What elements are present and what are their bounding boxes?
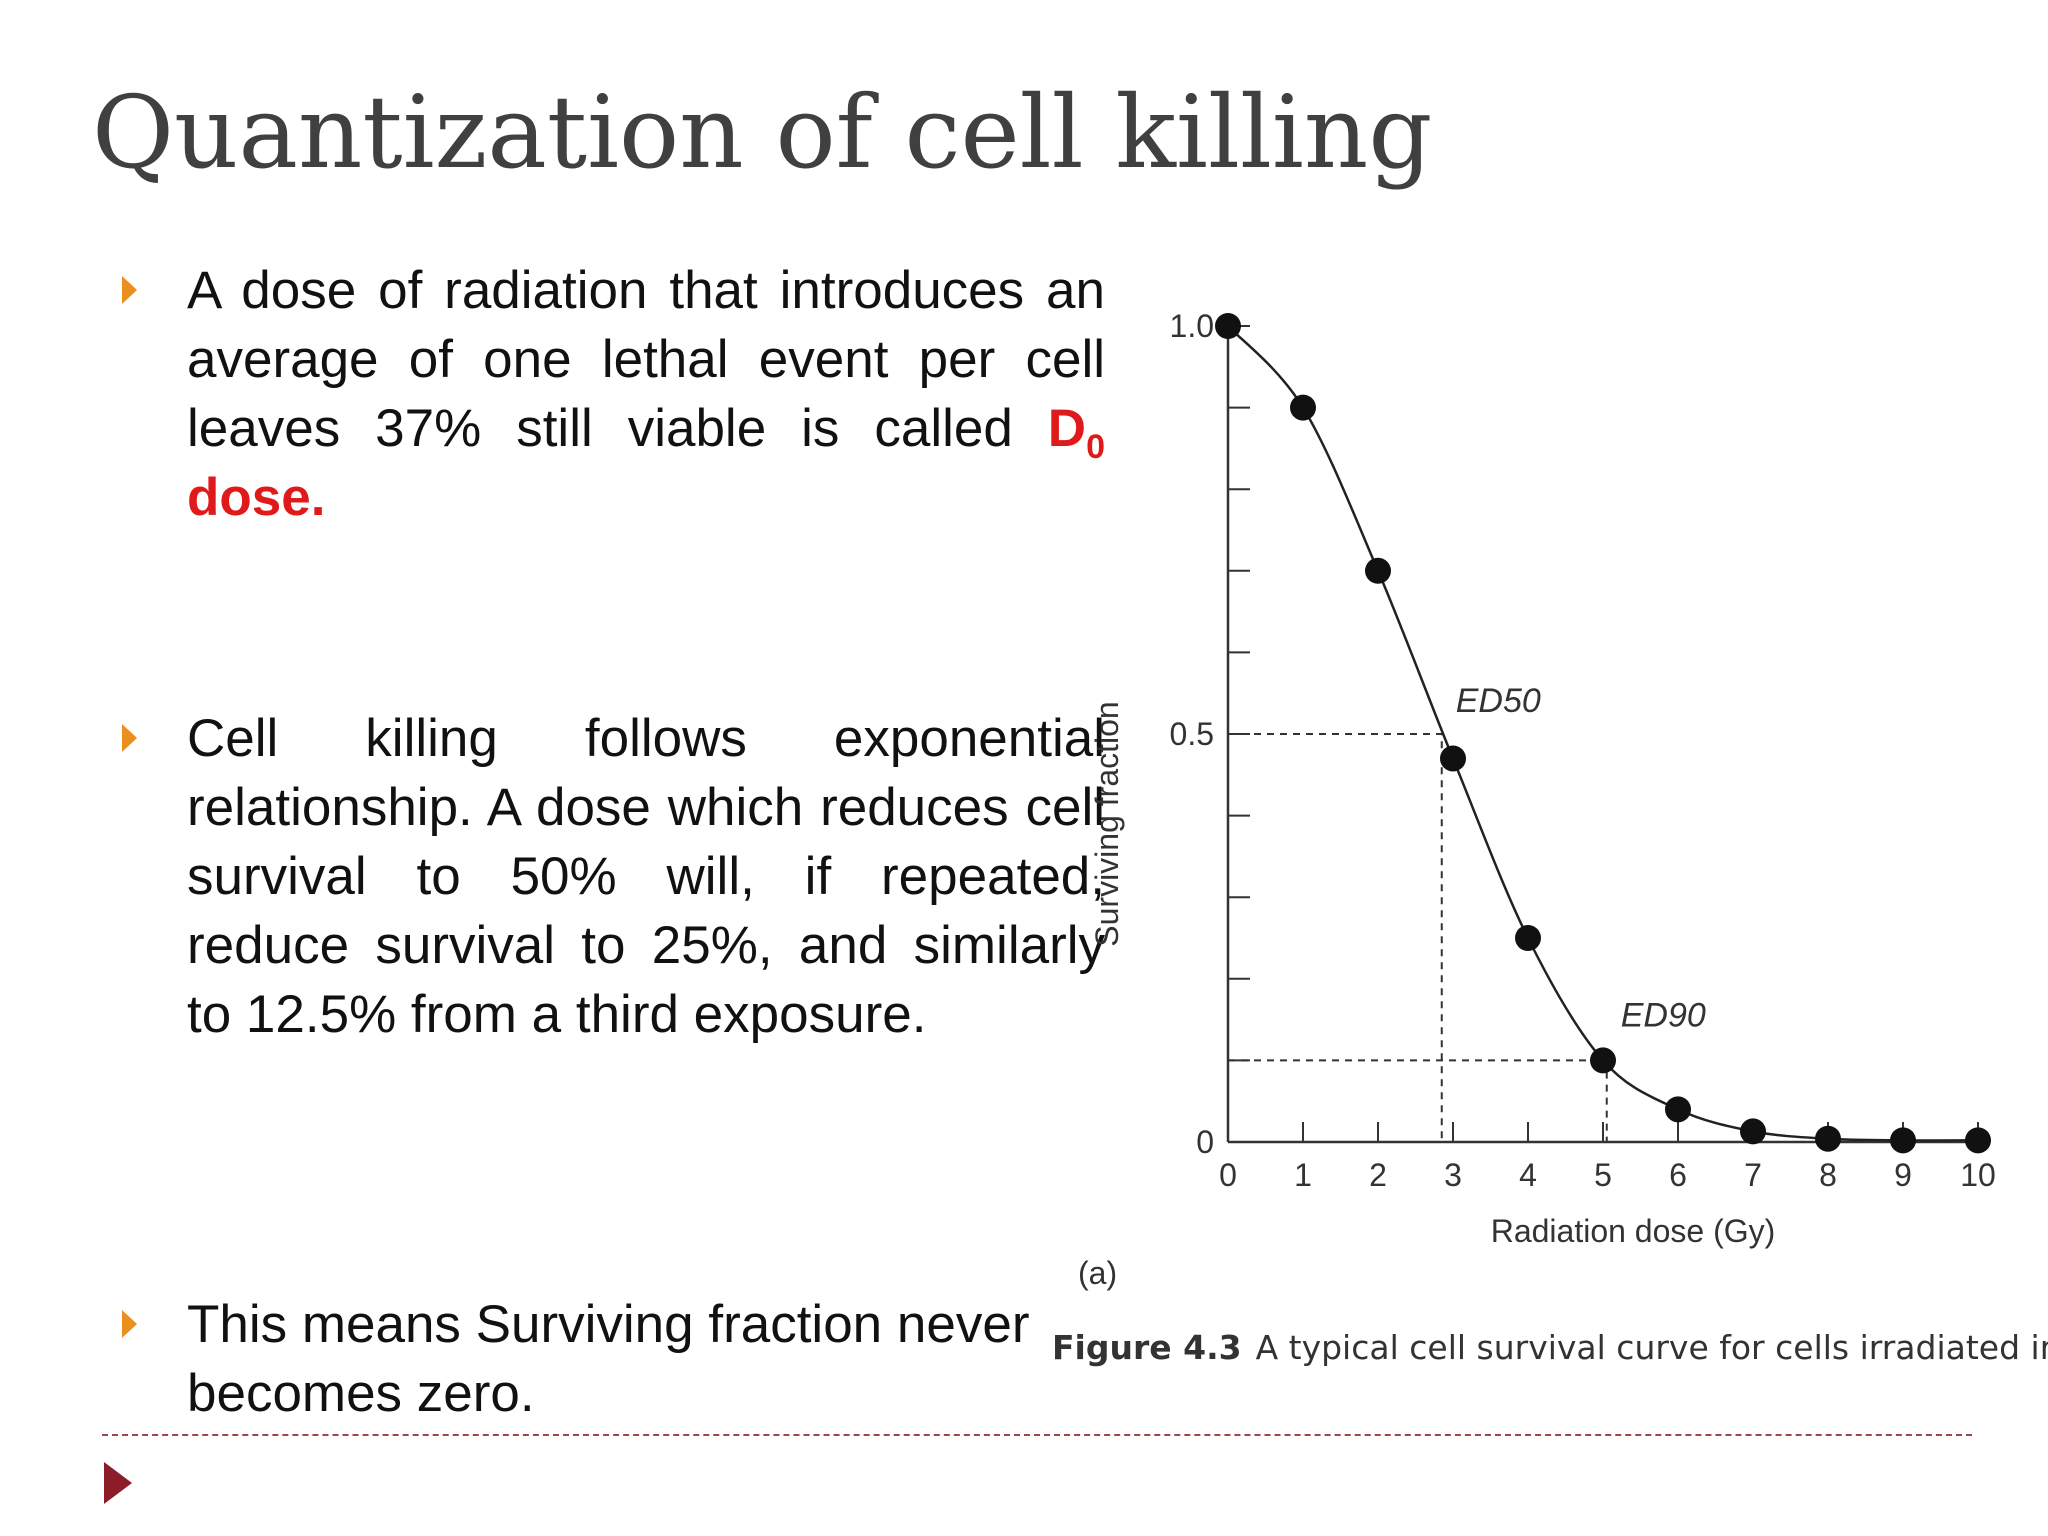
chart-axes: 0 0.5 1.0 0 1 2 3 4 5 6 7 8 9 10 <box>1170 308 1996 1193</box>
x-tick-label: 3 <box>1444 1157 1462 1193</box>
x-tick-label: 2 <box>1369 1157 1387 1193</box>
x-tick-label: 0 <box>1219 1157 1237 1193</box>
panel-label: (a) <box>1078 1255 1117 1291</box>
survival-curve-line <box>1227 325 1979 1142</box>
d0-dose-word: dose. <box>187 468 326 527</box>
d0-symbol: D <box>1047 399 1087 458</box>
slide-title: Quantization of cell killing <box>92 74 1433 191</box>
y-tick-label: 1.0 <box>1170 308 1214 344</box>
bullet-arrow-icon <box>122 1310 137 1338</box>
data-point <box>1290 394 1316 421</box>
chart-labels: Radiation dose (Gy) Surviving fraction (a)… <box>1078 682 1775 1291</box>
data-point <box>1215 313 1241 339</box>
data-point <box>1815 1125 1841 1152</box>
y-axis-label: Surviving fraction <box>1089 701 1125 946</box>
annotation-ed50: ED50 <box>1456 682 1541 720</box>
reference-line-ed90 <box>1228 1059 1608 1142</box>
figure-caption: Figure 4.3 A typical cell survival curve … <box>1052 1328 2048 1367</box>
bullet-arrow-icon <box>122 724 137 752</box>
x-tick-label: 6 <box>1669 1157 1687 1193</box>
data-point <box>1665 1096 1691 1123</box>
footer-divider <box>102 1434 1972 1436</box>
d0-subscript: 0 <box>1086 428 1105 466</box>
reference-guides <box>1228 733 1608 1142</box>
x-tick-label: 5 <box>1594 1157 1612 1193</box>
bullet-arrow-icon <box>122 276 137 304</box>
y-tick-label: 0.5 <box>1170 716 1214 752</box>
reference-line-ed50 <box>1228 733 1443 1142</box>
x-tick-label: 1 <box>1294 1157 1312 1193</box>
bullet-text-main: A dose of radiation that introduces an a… <box>187 261 1105 458</box>
x-axis-label: Radiation dose (Gy) <box>1491 1213 1776 1249</box>
data-point <box>1440 745 1466 772</box>
x-tick-label: 10 <box>1960 1157 1996 1193</box>
data-point <box>1965 1127 1991 1154</box>
d0-dose-term: D0 dose. <box>187 399 1105 527</box>
survival-curve-chart: 0 0.5 1.0 0 1 2 3 4 5 6 7 8 9 10 Radiation dose (Gy) S… <box>1078 308 1996 1291</box>
y-tick-label: 0 <box>1196 1124 1214 1160</box>
survival-curve <box>1227 325 1979 1142</box>
data-point <box>1515 925 1541 951</box>
data-point <box>1365 557 1391 584</box>
x-tick-label: 8 <box>1819 1157 1837 1193</box>
survival-curve-figure: 0 0.5 1.0 0 1 2 3 4 5 6 7 8 9 10 Radiation dose (Gy) S… <box>1040 280 2048 1380</box>
bullet-text: This means Surviving fraction never beco… <box>187 1295 1030 1423</box>
annotation-ed90: ED90 <box>1621 996 1706 1034</box>
footer-arrow-icon <box>104 1462 132 1504</box>
x-tick-label: 7 <box>1744 1157 1762 1193</box>
bullet-text: A dose of radiation that introduces an a… <box>187 256 1105 532</box>
x-tick-label: 4 <box>1519 1157 1537 1193</box>
x-tick-label: 9 <box>1894 1157 1912 1193</box>
bullet-text: Cell killing follows exponential relatio… <box>187 709 1105 1044</box>
data-points <box>1215 313 1991 1154</box>
figure-caption-text: A typical cell survival curve for cells … <box>1255 1328 2048 1367</box>
data-point <box>1740 1118 1766 1145</box>
data-point <box>1590 1047 1616 1074</box>
bullet-list: A dose of radiation that introduces an a… <box>0 0 1105 1450</box>
data-point <box>1890 1127 1916 1154</box>
figure-caption-label: Figure 4.3 <box>1052 1328 1242 1367</box>
